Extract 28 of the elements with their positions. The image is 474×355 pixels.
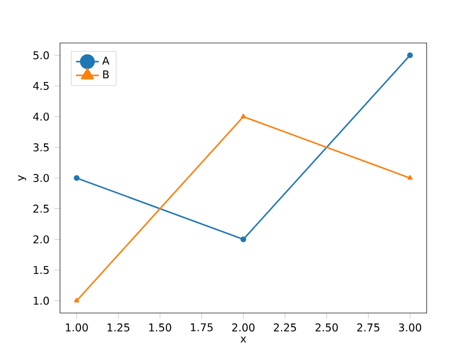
y-tick-label: 2.0 — [33, 235, 49, 244]
x-tick-label: 3.00 — [398, 323, 422, 332]
x-tick-label: 2.75 — [357, 323, 380, 332]
legend-label: B — [103, 70, 109, 78]
y-tick-label: 3.5 — [33, 143, 49, 152]
point — [74, 298, 80, 303]
y-tick-label: 5.0 — [33, 51, 49, 60]
x-tick-label: 1.25 — [108, 323, 130, 332]
x-tick-label: 1.75 — [190, 323, 213, 332]
legend-label: A — [102, 56, 110, 64]
x-tick-label: 1.50 — [149, 323, 172, 332]
point — [240, 114, 246, 118]
x-tick-label: 2.25 — [274, 323, 296, 332]
y-axis-title: y — [18, 175, 26, 181]
y-tick-label: 2.5 — [33, 204, 49, 213]
y-tick-label: 3.0 — [33, 174, 49, 182]
point — [74, 175, 80, 181]
x-tick-label: 2.50 — [316, 323, 338, 332]
y-tick-label: 1.5 — [34, 266, 49, 274]
point — [407, 175, 413, 180]
point — [240, 236, 246, 242]
x-tick-label: 1.00 — [66, 323, 88, 332]
y-tick-label: 1.0 — [34, 296, 49, 305]
y-tick-label: 4.5 — [33, 82, 49, 90]
point — [407, 52, 413, 58]
y-tick-label: 4.0 — [33, 112, 49, 121]
x-axis-title: x — [240, 336, 246, 342]
x-tick-label: 2.00 — [232, 323, 255, 332]
